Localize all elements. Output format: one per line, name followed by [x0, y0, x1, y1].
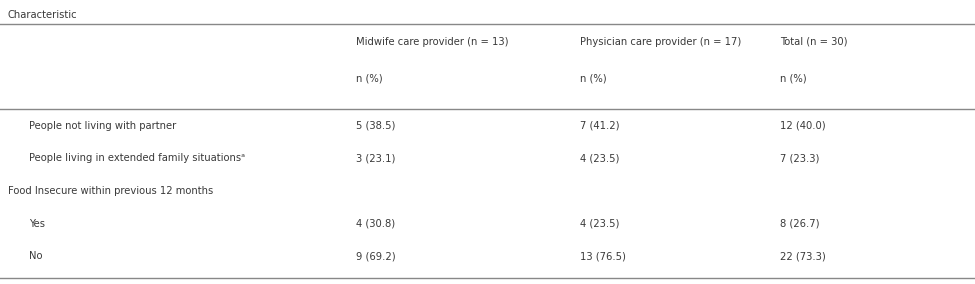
Text: n (%): n (%) — [356, 74, 382, 84]
Text: Physician care provider (n = 17): Physician care provider (n = 17) — [580, 37, 741, 47]
Text: Characteristic: Characteristic — [8, 10, 77, 20]
Text: Food Insecure within previous 12 months: Food Insecure within previous 12 months — [8, 186, 214, 196]
Text: No: No — [29, 251, 43, 261]
Text: 3 (23.1): 3 (23.1) — [356, 153, 395, 163]
Text: 7 (23.3): 7 (23.3) — [780, 153, 819, 163]
Text: 13 (76.5): 13 (76.5) — [580, 251, 626, 261]
Text: 8 (26.7): 8 (26.7) — [780, 219, 820, 229]
Text: 9 (69.2): 9 (69.2) — [356, 251, 396, 261]
Text: n (%): n (%) — [580, 74, 606, 84]
Text: People living in extended family situationsᵃ: People living in extended family situati… — [29, 153, 246, 163]
Text: n (%): n (%) — [780, 74, 806, 84]
Text: 7 (41.2): 7 (41.2) — [580, 121, 620, 131]
Text: People not living with partner: People not living with partner — [29, 121, 176, 131]
Text: 12 (40.0): 12 (40.0) — [780, 121, 826, 131]
Text: Midwife care provider (n = 13): Midwife care provider (n = 13) — [356, 37, 508, 47]
Text: 4 (23.5): 4 (23.5) — [580, 219, 619, 229]
Text: 4 (23.5): 4 (23.5) — [580, 153, 619, 163]
Text: 22 (73.3): 22 (73.3) — [780, 251, 826, 261]
Text: Total (n = 30): Total (n = 30) — [780, 37, 847, 47]
Text: 4 (30.8): 4 (30.8) — [356, 219, 395, 229]
Text: 5 (38.5): 5 (38.5) — [356, 121, 395, 131]
Text: Yes: Yes — [29, 219, 45, 229]
